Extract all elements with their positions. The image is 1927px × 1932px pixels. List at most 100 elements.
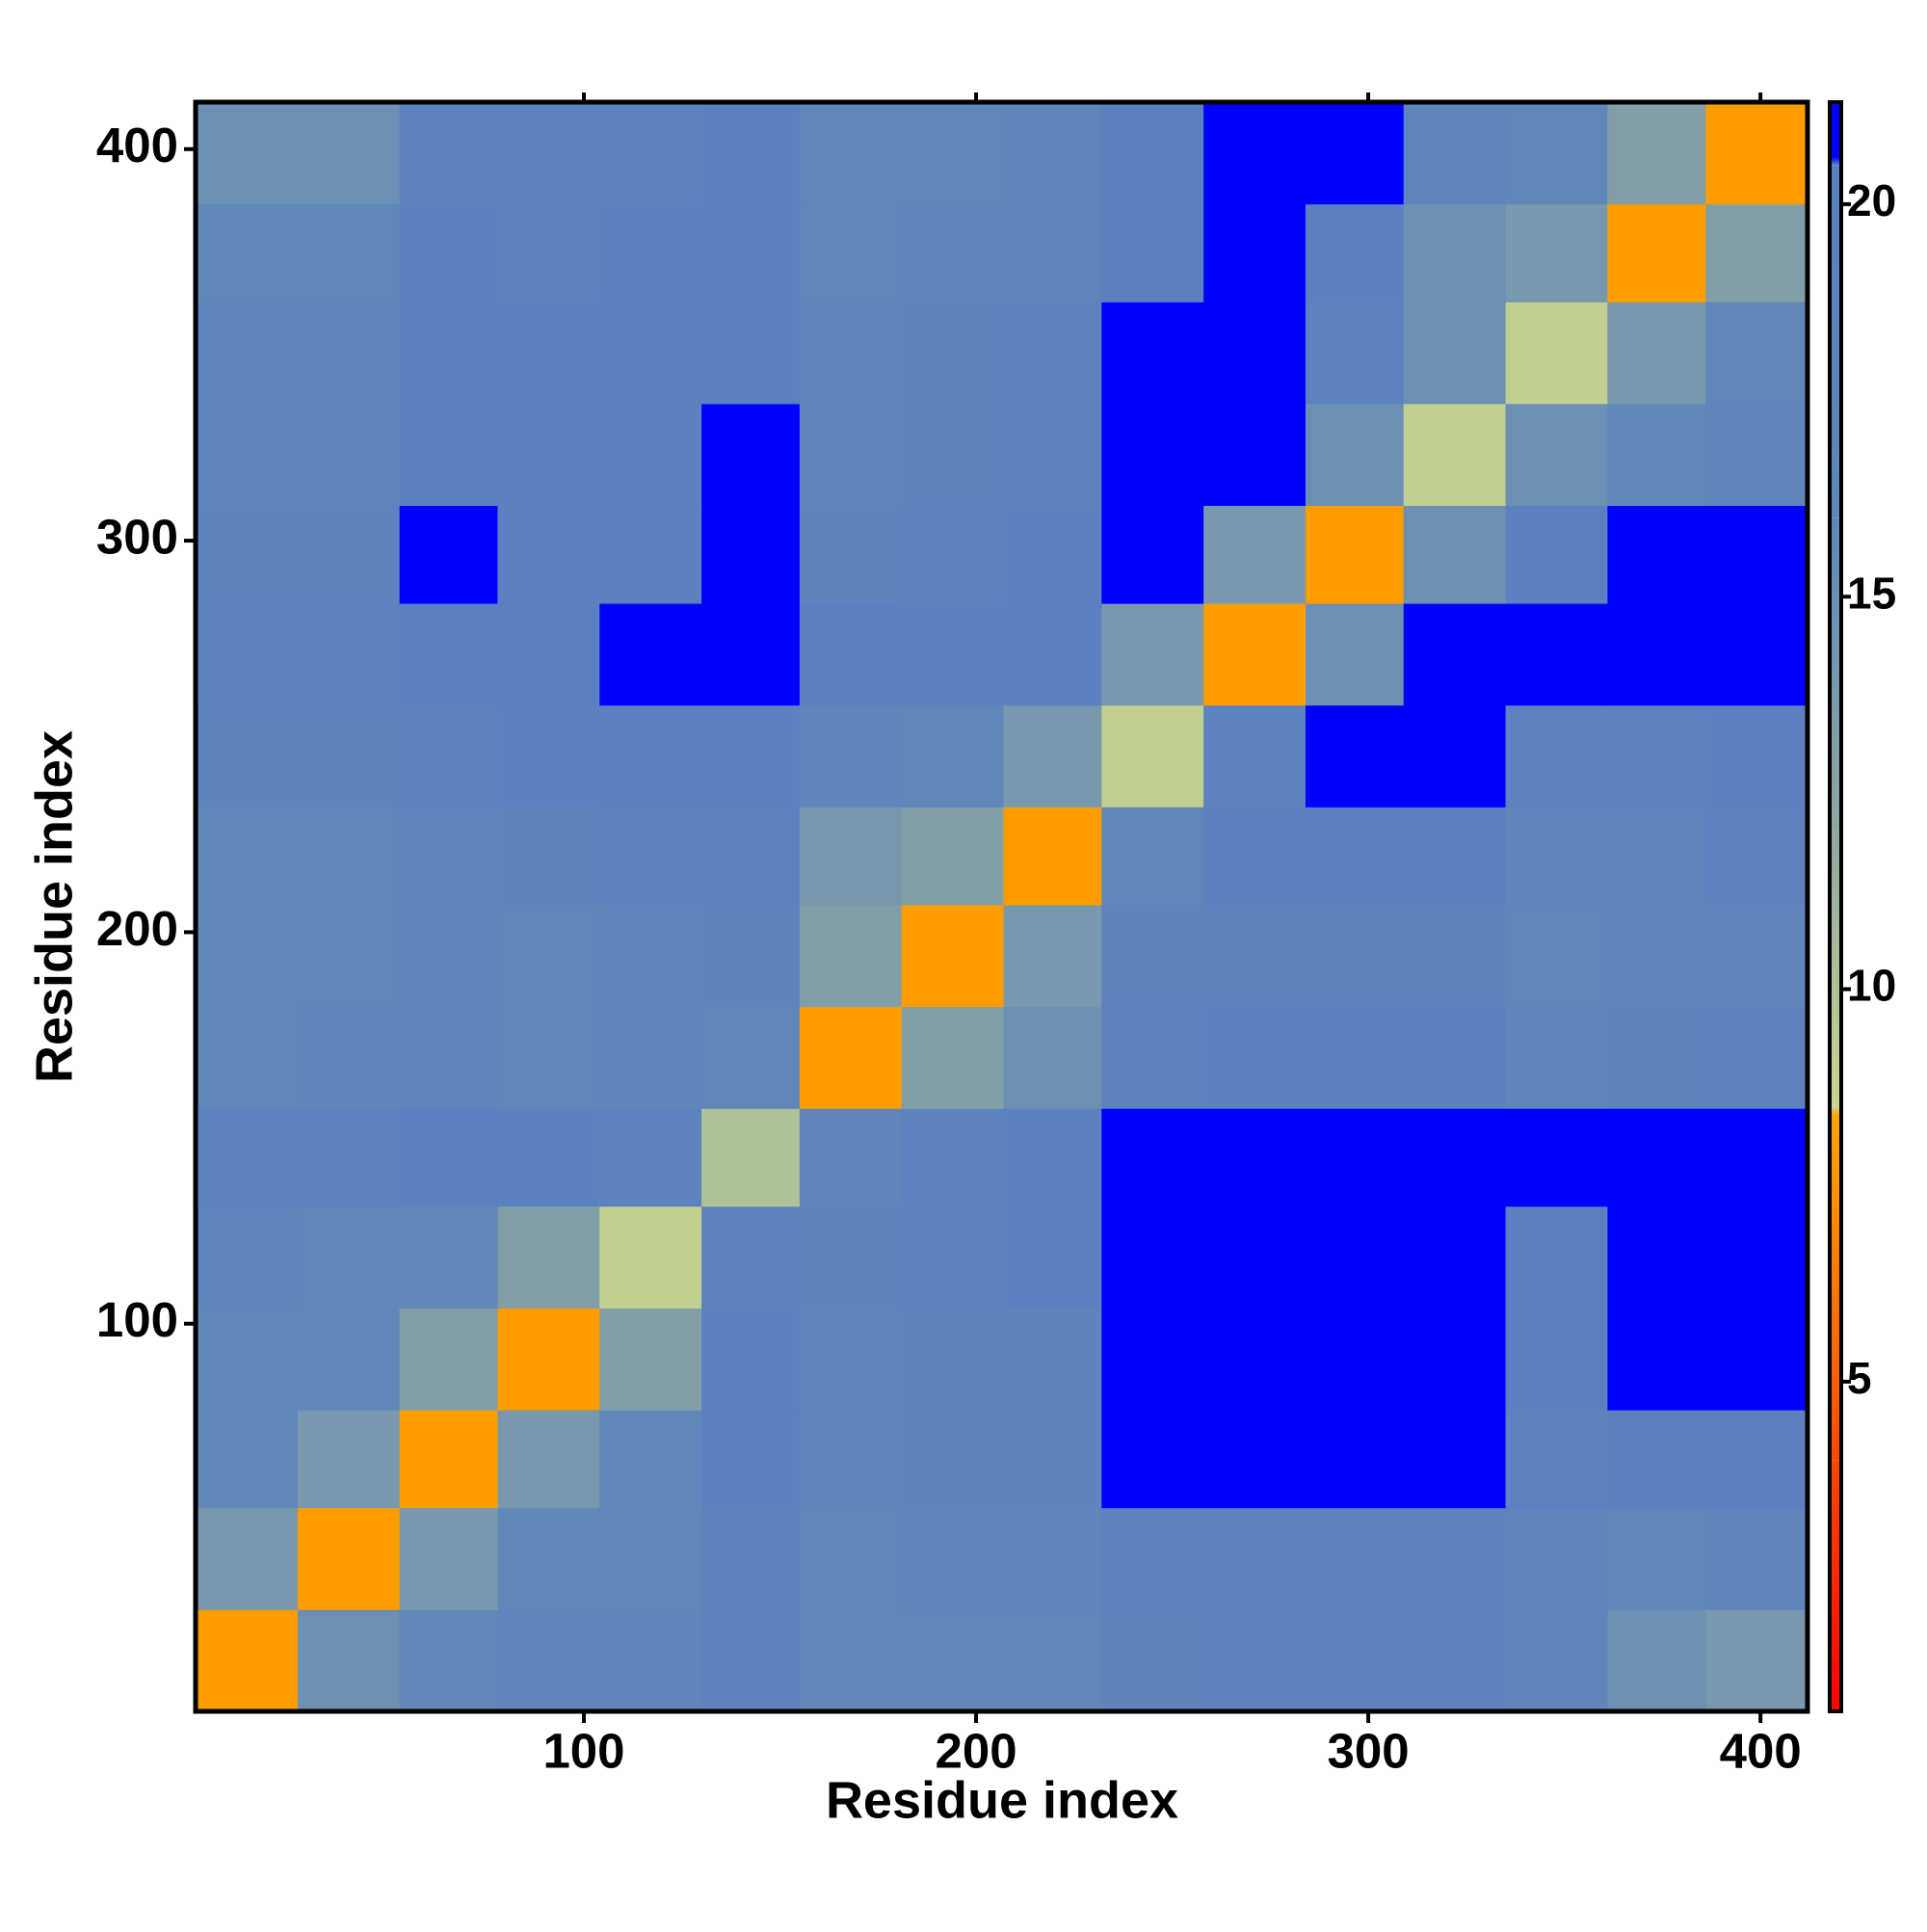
heatmap-cell	[1101, 704, 1204, 807]
heatmap-cell	[1607, 1507, 1706, 1610]
heatmap-cell	[799, 1205, 903, 1309]
heatmap-cell	[297, 1308, 401, 1411]
heatmap-cell	[1101, 1609, 1204, 1712]
heatmap-cell	[1203, 704, 1307, 807]
plot-frame	[193, 99, 1810, 1714]
heatmap-cell	[599, 704, 702, 807]
heatmap-cell	[1203, 1108, 1307, 1207]
heatmap-cell	[1305, 904, 1405, 1008]
heatmap-cell	[1705, 1006, 1808, 1109]
heatmap-cell	[799, 603, 903, 706]
heatmap-cell	[1403, 904, 1507, 1008]
heatmap-cell	[1101, 1006, 1204, 1109]
heatmap-cell	[1101, 904, 1204, 1008]
heatmap-cell	[799, 505, 903, 604]
heatmap-cell	[196, 505, 299, 604]
heatmap-cell	[497, 1507, 600, 1610]
heatmap-cell	[1101, 102, 1204, 205]
heatmap-cell	[1203, 505, 1307, 604]
heatmap-cell	[1505, 1308, 1608, 1411]
heatmap-cell	[1403, 302, 1507, 405]
heatmap-cell	[1505, 1410, 1608, 1509]
heatmap-cell	[196, 603, 299, 706]
heatmap-cell	[1403, 403, 1507, 507]
heatmap-cell	[901, 1308, 1005, 1411]
heatmap-cell	[1705, 704, 1808, 807]
heatmap-cell	[1305, 1507, 1405, 1610]
heatmap-cell	[599, 1410, 702, 1509]
heatmap-cell	[297, 807, 401, 906]
heatmap-cell	[1305, 1108, 1405, 1207]
heatmap-cell	[1403, 1410, 1507, 1509]
heatmap-cell	[701, 603, 801, 706]
heatmap-cell	[297, 1205, 401, 1309]
heatmap-cell	[196, 1308, 299, 1411]
colorbar-segment	[1830, 1460, 1841, 1711]
heatmap-cell	[1305, 1006, 1405, 1109]
heatmap-cell	[599, 505, 702, 604]
heatmap-cell	[599, 102, 702, 205]
heatmap-cell	[901, 1507, 1005, 1610]
heatmap-cell	[497, 302, 600, 405]
colorbar-segment	[1830, 102, 1841, 158]
heatmap-cell	[497, 603, 600, 706]
heatmap-cell	[297, 904, 401, 1008]
heatmap-cell	[901, 203, 1005, 303]
heatmap-cell	[799, 904, 903, 1008]
heatmap-cell	[1003, 403, 1102, 507]
heatmap-cell	[799, 1308, 903, 1411]
heatmap-cell	[901, 704, 1005, 807]
heatmap-cell	[196, 102, 299, 205]
heatmap-cell	[297, 302, 401, 405]
colorbar-segment	[1830, 165, 1841, 518]
heatmap-cell	[297, 1410, 401, 1509]
heatmap-cell	[1705, 1205, 1808, 1309]
colorbar-tick-label: 20	[1847, 175, 1896, 225]
heatmap-cell	[1607, 403, 1706, 507]
x-axis-title: Residue index	[826, 1771, 1178, 1829]
colorbar-tick-label: 15	[1847, 568, 1896, 618]
heatmap-cell	[1101, 1205, 1204, 1309]
heatmap-cell	[1505, 403, 1608, 507]
heatmap-cell	[1705, 505, 1808, 604]
heatmap-cell	[901, 302, 1005, 405]
heatmap-cell	[1203, 1308, 1307, 1411]
heatmap-cell	[599, 403, 702, 507]
heatmap-cell	[599, 807, 702, 906]
heatmap-cell	[1101, 403, 1204, 507]
heatmap-cell	[196, 1205, 299, 1309]
heatmap-cell	[1607, 807, 1706, 906]
heatmap-cell	[196, 1108, 299, 1207]
heatmap-cell	[1003, 1205, 1102, 1309]
heatmap-cell	[399, 1609, 498, 1712]
heatmap-cell	[497, 1410, 600, 1509]
heatmap-cell	[1705, 1609, 1808, 1712]
colorbar-segment	[1830, 1106, 1841, 1115]
heatmap-cell	[1505, 1006, 1608, 1109]
heatmap-cell	[1705, 102, 1808, 205]
heatmap-cell	[599, 203, 702, 303]
heatmap-cell	[799, 1006, 903, 1109]
heatmap-cell	[399, 102, 498, 205]
heatmap-cell	[799, 807, 903, 906]
colorbar-segment	[1830, 157, 1841, 166]
heatmap-cell	[1403, 102, 1507, 205]
heatmap-cell	[799, 1609, 903, 1712]
heatmap-cell	[399, 807, 498, 906]
heatmap-cell	[1003, 1410, 1102, 1509]
heatmap-cell	[196, 302, 299, 405]
heatmap-cell	[297, 1507, 401, 1610]
y-tick-label: 300	[96, 510, 178, 565]
heatmap-cell	[799, 1410, 903, 1509]
heatmap-cell	[297, 704, 401, 807]
heatmap-cell	[399, 505, 498, 604]
heatmap-cell	[599, 1006, 702, 1109]
heatmap-cell	[901, 603, 1005, 706]
heatmap-cell	[1607, 603, 1706, 706]
heatmap-cell	[1403, 1006, 1507, 1109]
heatmap-cell	[1403, 603, 1507, 706]
heatmap-cell	[1403, 505, 1507, 604]
heatmap-cell	[1505, 203, 1608, 303]
heatmap-cell	[799, 1507, 903, 1610]
x-tick-label: 200	[935, 1723, 1016, 1778]
